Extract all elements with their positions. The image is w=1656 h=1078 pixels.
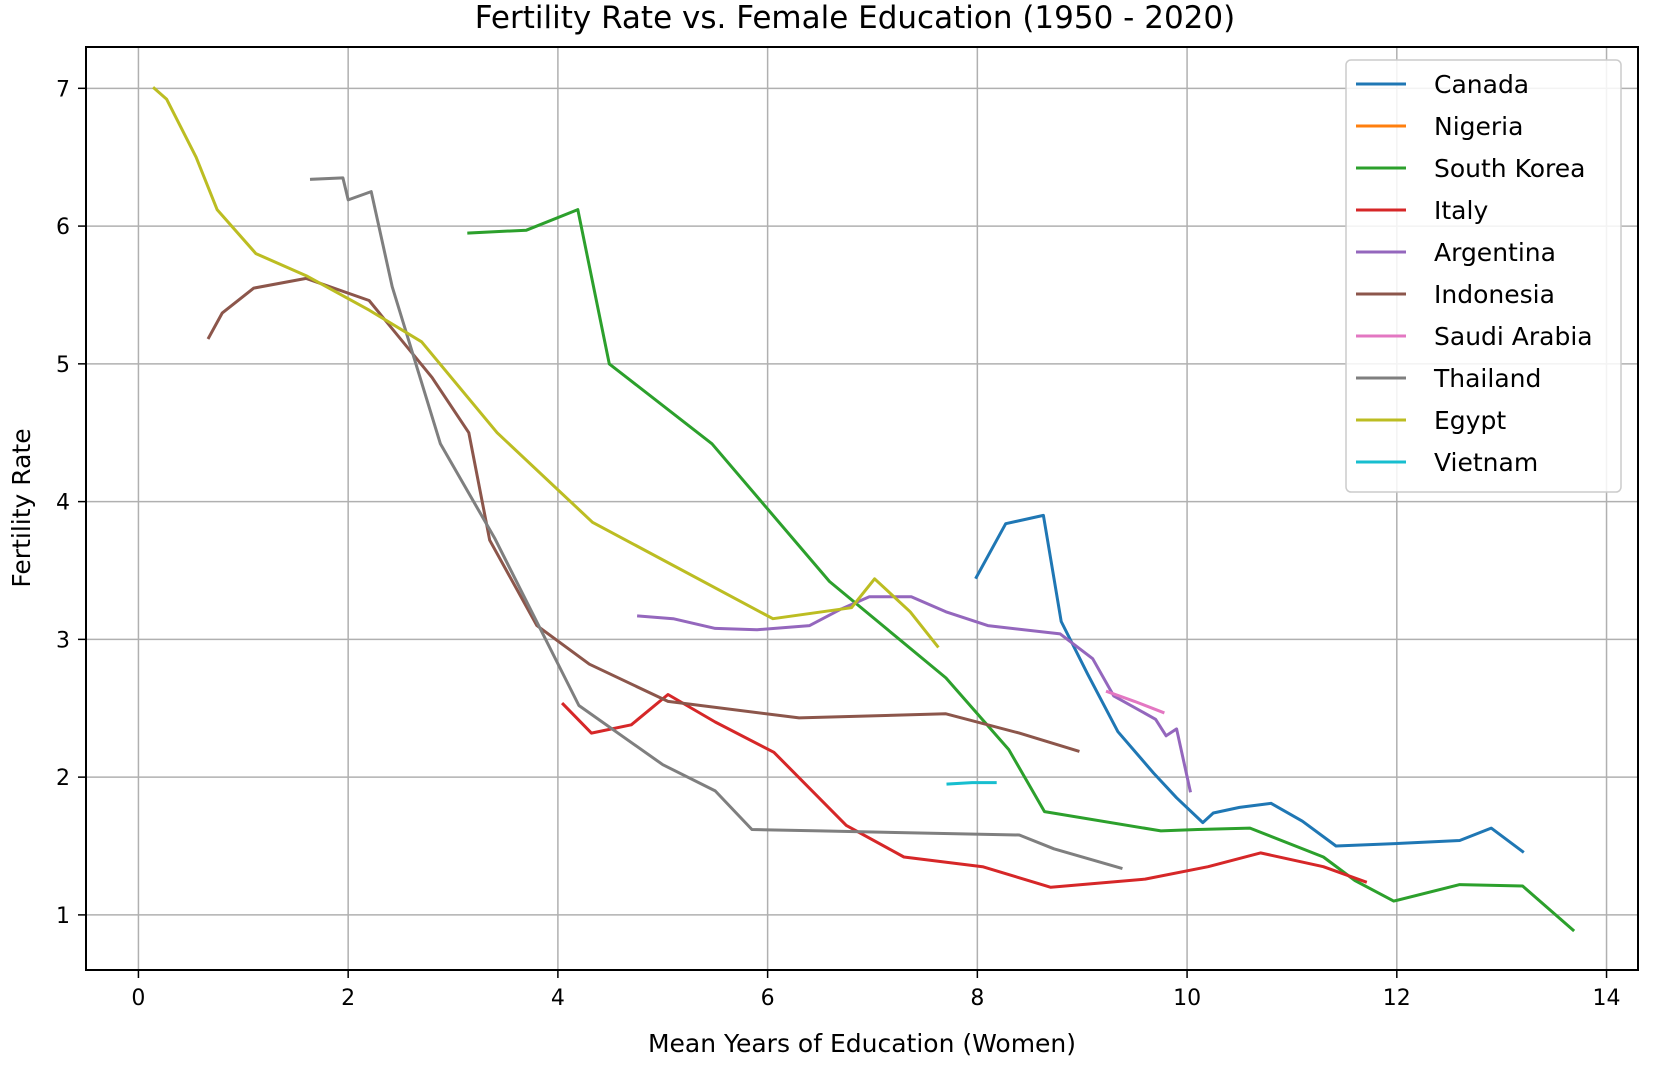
y-tick-label: 7	[56, 77, 70, 102]
y-tick-label: 6	[56, 215, 70, 240]
plot-frame	[85, 46, 1639, 971]
series-line-south-korea	[467, 208, 1576, 933]
series-line-argentina	[636, 595, 1192, 793]
series-group	[152, 86, 1576, 933]
legend-label: Indonesia	[1434, 280, 1555, 309]
series-line-thailand	[309, 176, 1123, 870]
series-line-saudi-arabia	[1105, 689, 1165, 715]
chart-title: Fertility Rate vs. Female Education (195…	[475, 0, 1235, 36]
legend: Canada Nigeria South Korea Italy Argentina In…	[1345, 59, 1622, 493]
y-tick-label: 4	[56, 491, 70, 516]
series-line-indonesia	[206, 276, 1080, 753]
legend-label: Nigeria	[1434, 112, 1523, 141]
legend-label: Argentina	[1434, 238, 1556, 267]
legend-label: Italy	[1434, 196, 1488, 225]
series-line-italy	[560, 693, 1368, 889]
x-tick-label: 8	[970, 986, 984, 1011]
y-axis: 1 2 3 4 5 6 7	[56, 77, 86, 929]
legend-label: Canada	[1434, 70, 1529, 99]
x-tick-label: 14	[1593, 986, 1621, 1011]
x-tick-label: 2	[341, 986, 355, 1011]
series-line-egypt	[152, 86, 940, 649]
legend-label: South Korea	[1434, 154, 1585, 183]
x-axis: 0 2 4 6 8 10 12 14	[131, 970, 1621, 1011]
series-line-vietnam	[946, 781, 997, 786]
legend-label: Saudi Arabia	[1434, 322, 1593, 351]
x-tick-label: 0	[131, 986, 145, 1011]
y-tick-label: 1	[56, 904, 70, 929]
legend-label: Egypt	[1434, 406, 1506, 435]
x-tick-label: 6	[761, 986, 775, 1011]
legend-frame	[1345, 59, 1622, 493]
legend-label: Vietnam	[1434, 448, 1538, 477]
y-tick-label: 5	[56, 353, 70, 378]
x-tick-label: 10	[1173, 986, 1201, 1011]
legend-label: Thailand	[1433, 364, 1541, 393]
y-axis-label: Fertility Rate	[7, 428, 36, 587]
x-tick-label: 4	[551, 986, 565, 1011]
x-tick-label: 12	[1383, 986, 1411, 1011]
y-tick-label: 3	[56, 628, 70, 653]
y-tick-label: 2	[56, 766, 70, 791]
x-axis-label: Mean Years of Education (Women)	[648, 1029, 1076, 1058]
series-line-canada	[974, 513, 1525, 854]
